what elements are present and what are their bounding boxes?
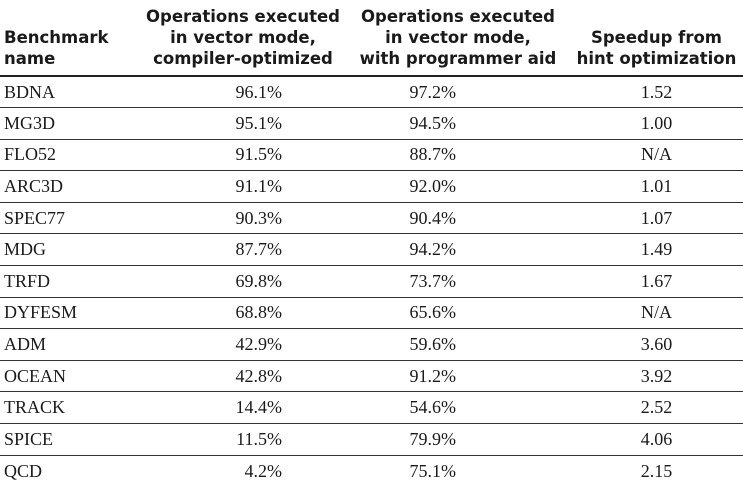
programmer-aid-cell: 54.6% <box>346 391 570 425</box>
benchmark-name-cell: TRFD <box>0 265 140 298</box>
speedup-cell: 2.52 <box>570 391 743 425</box>
compiler-optimized-cell: 87.7% <box>140 233 346 267</box>
benchmark-name-cell: ADM <box>0 328 140 361</box>
speedup-cell: 1.01 <box>570 170 743 203</box>
benchmark-name-cell: SPICE <box>0 423 140 456</box>
compiler-optimized-cell: 11.5% <box>140 423 346 456</box>
table-row: ARC3D 91.1% 92.0% 1.01 <box>0 170 743 203</box>
benchmark-name-cell: MDG <box>0 233 140 267</box>
compiler-optimized-cell: 90.3% <box>140 202 346 235</box>
programmer-aid-cell: 65.6% <box>346 297 570 330</box>
benchmark-name-cell: FLO52 <box>0 139 140 172</box>
benchmark-name-cell: BDNA <box>0 76 140 109</box>
programmer-aid-cell: 92.0% <box>346 170 570 203</box>
header-benchmark-name: Benchmark name <box>0 0 140 77</box>
speedup-cell: N/A <box>570 297 743 330</box>
programmer-aid-cell: 79.9% <box>346 423 570 456</box>
table-row: QCD 4.2% 75.1% 2.15 <box>0 455 743 487</box>
speedup-cell: 1.67 <box>570 265 743 298</box>
programmer-aid-cell: 75.1% <box>409 460 457 481</box>
speedup-cell: 1.07 <box>570 202 743 235</box>
speedup-cell: 3.92 <box>570 360 743 393</box>
header-speedup: Speedup from hint optimization <box>570 0 743 77</box>
compiler-optimized-cell: 91.1% <box>140 170 346 203</box>
table-row: TRFD 69.8% 73.7% 1.67 <box>0 265 743 298</box>
table-row: ADM 42.9% 59.6% 3.60 <box>0 328 743 361</box>
table-row: MG3D 95.1% 94.5% 1.00 <box>0 107 743 140</box>
compiler-optimized-cell: 91.5% <box>140 139 346 172</box>
speedup-cell: 3.60 <box>570 328 743 361</box>
benchmark-name-cell: QCD <box>4 460 43 481</box>
benchmark-name-cell: SPEC77 <box>0 202 140 235</box>
table-header-row: Benchmark name Operations executed in ve… <box>0 0 743 77</box>
speedup-cell: 1.49 <box>570 233 743 267</box>
table-row: DYFESM 68.8% 65.6% N/A <box>0 297 743 330</box>
table-body: BDNA 96.1% 97.2% 1.52 MG3D 95.1% 94.5% 1.00 FLO5… <box>0 76 743 487</box>
header-programmer-aid: Operations executed in vector mode, with… <box>346 0 570 77</box>
table-row: BDNA 96.1% 97.2% 1.52 <box>0 76 743 109</box>
speedup-cell: 4.06 <box>570 423 743 456</box>
speedup-cell: 1.52 <box>570 76 743 109</box>
benchmark-name-cell: ARC3D <box>0 170 140 203</box>
compiler-optimized-cell: 69.8% <box>140 265 346 298</box>
programmer-aid-cell: 94.5% <box>346 107 570 140</box>
table-row: SPICE 11.5% 79.9% 4.06 <box>0 423 743 456</box>
compiler-optimized-cell: 96.1% <box>140 76 346 109</box>
programmer-aid-cell: 97.2% <box>346 76 570 109</box>
programmer-aid-cell: 94.2% <box>346 233 570 267</box>
programmer-aid-cell: 91.2% <box>346 360 570 393</box>
programmer-aid-cell: 59.6% <box>346 328 570 361</box>
benchmark-name-cell: TRACK <box>0 391 140 425</box>
programmer-aid-cell: 73.7% <box>346 265 570 298</box>
compiler-optimized-cell: 42.8% <box>140 360 346 393</box>
table-row: SPEC77 90.3% 90.4% 1.07 <box>0 202 743 235</box>
programmer-aid-cell: 90.4% <box>346 202 570 235</box>
speedup-cell: 1.00 <box>570 107 743 140</box>
benchmark-name-cell: DYFESM <box>0 297 140 330</box>
table-row: FLO52 91.5% 88.7% N/A <box>0 139 743 172</box>
benchmark-name-cell: OCEAN <box>0 360 140 393</box>
table-row: TRACK 14.4% 54.6% 2.52 <box>0 391 743 425</box>
compiler-optimized-cell: 14.4% <box>140 391 346 425</box>
programmer-aid-cell: 88.7% <box>346 139 570 172</box>
table-row: OCEAN 42.8% 91.2% 3.92 <box>0 360 743 393</box>
speedup-cell: 2.15 <box>640 460 673 481</box>
header-compiler-optimized: Operations executed in vector mode, comp… <box>140 0 346 77</box>
compiler-optimized-cell: 68.8% <box>140 297 346 330</box>
compiler-optimized-cell: 4.2% <box>244 460 283 481</box>
compiler-optimized-cell: 95.1% <box>140 107 346 140</box>
table-row: MDG 87.7% 94.2% 1.49 <box>0 233 743 267</box>
benchmark-name-cell: MG3D <box>0 107 140 140</box>
speedup-cell: N/A <box>570 139 743 172</box>
compiler-optimized-cell: 42.9% <box>140 328 346 361</box>
